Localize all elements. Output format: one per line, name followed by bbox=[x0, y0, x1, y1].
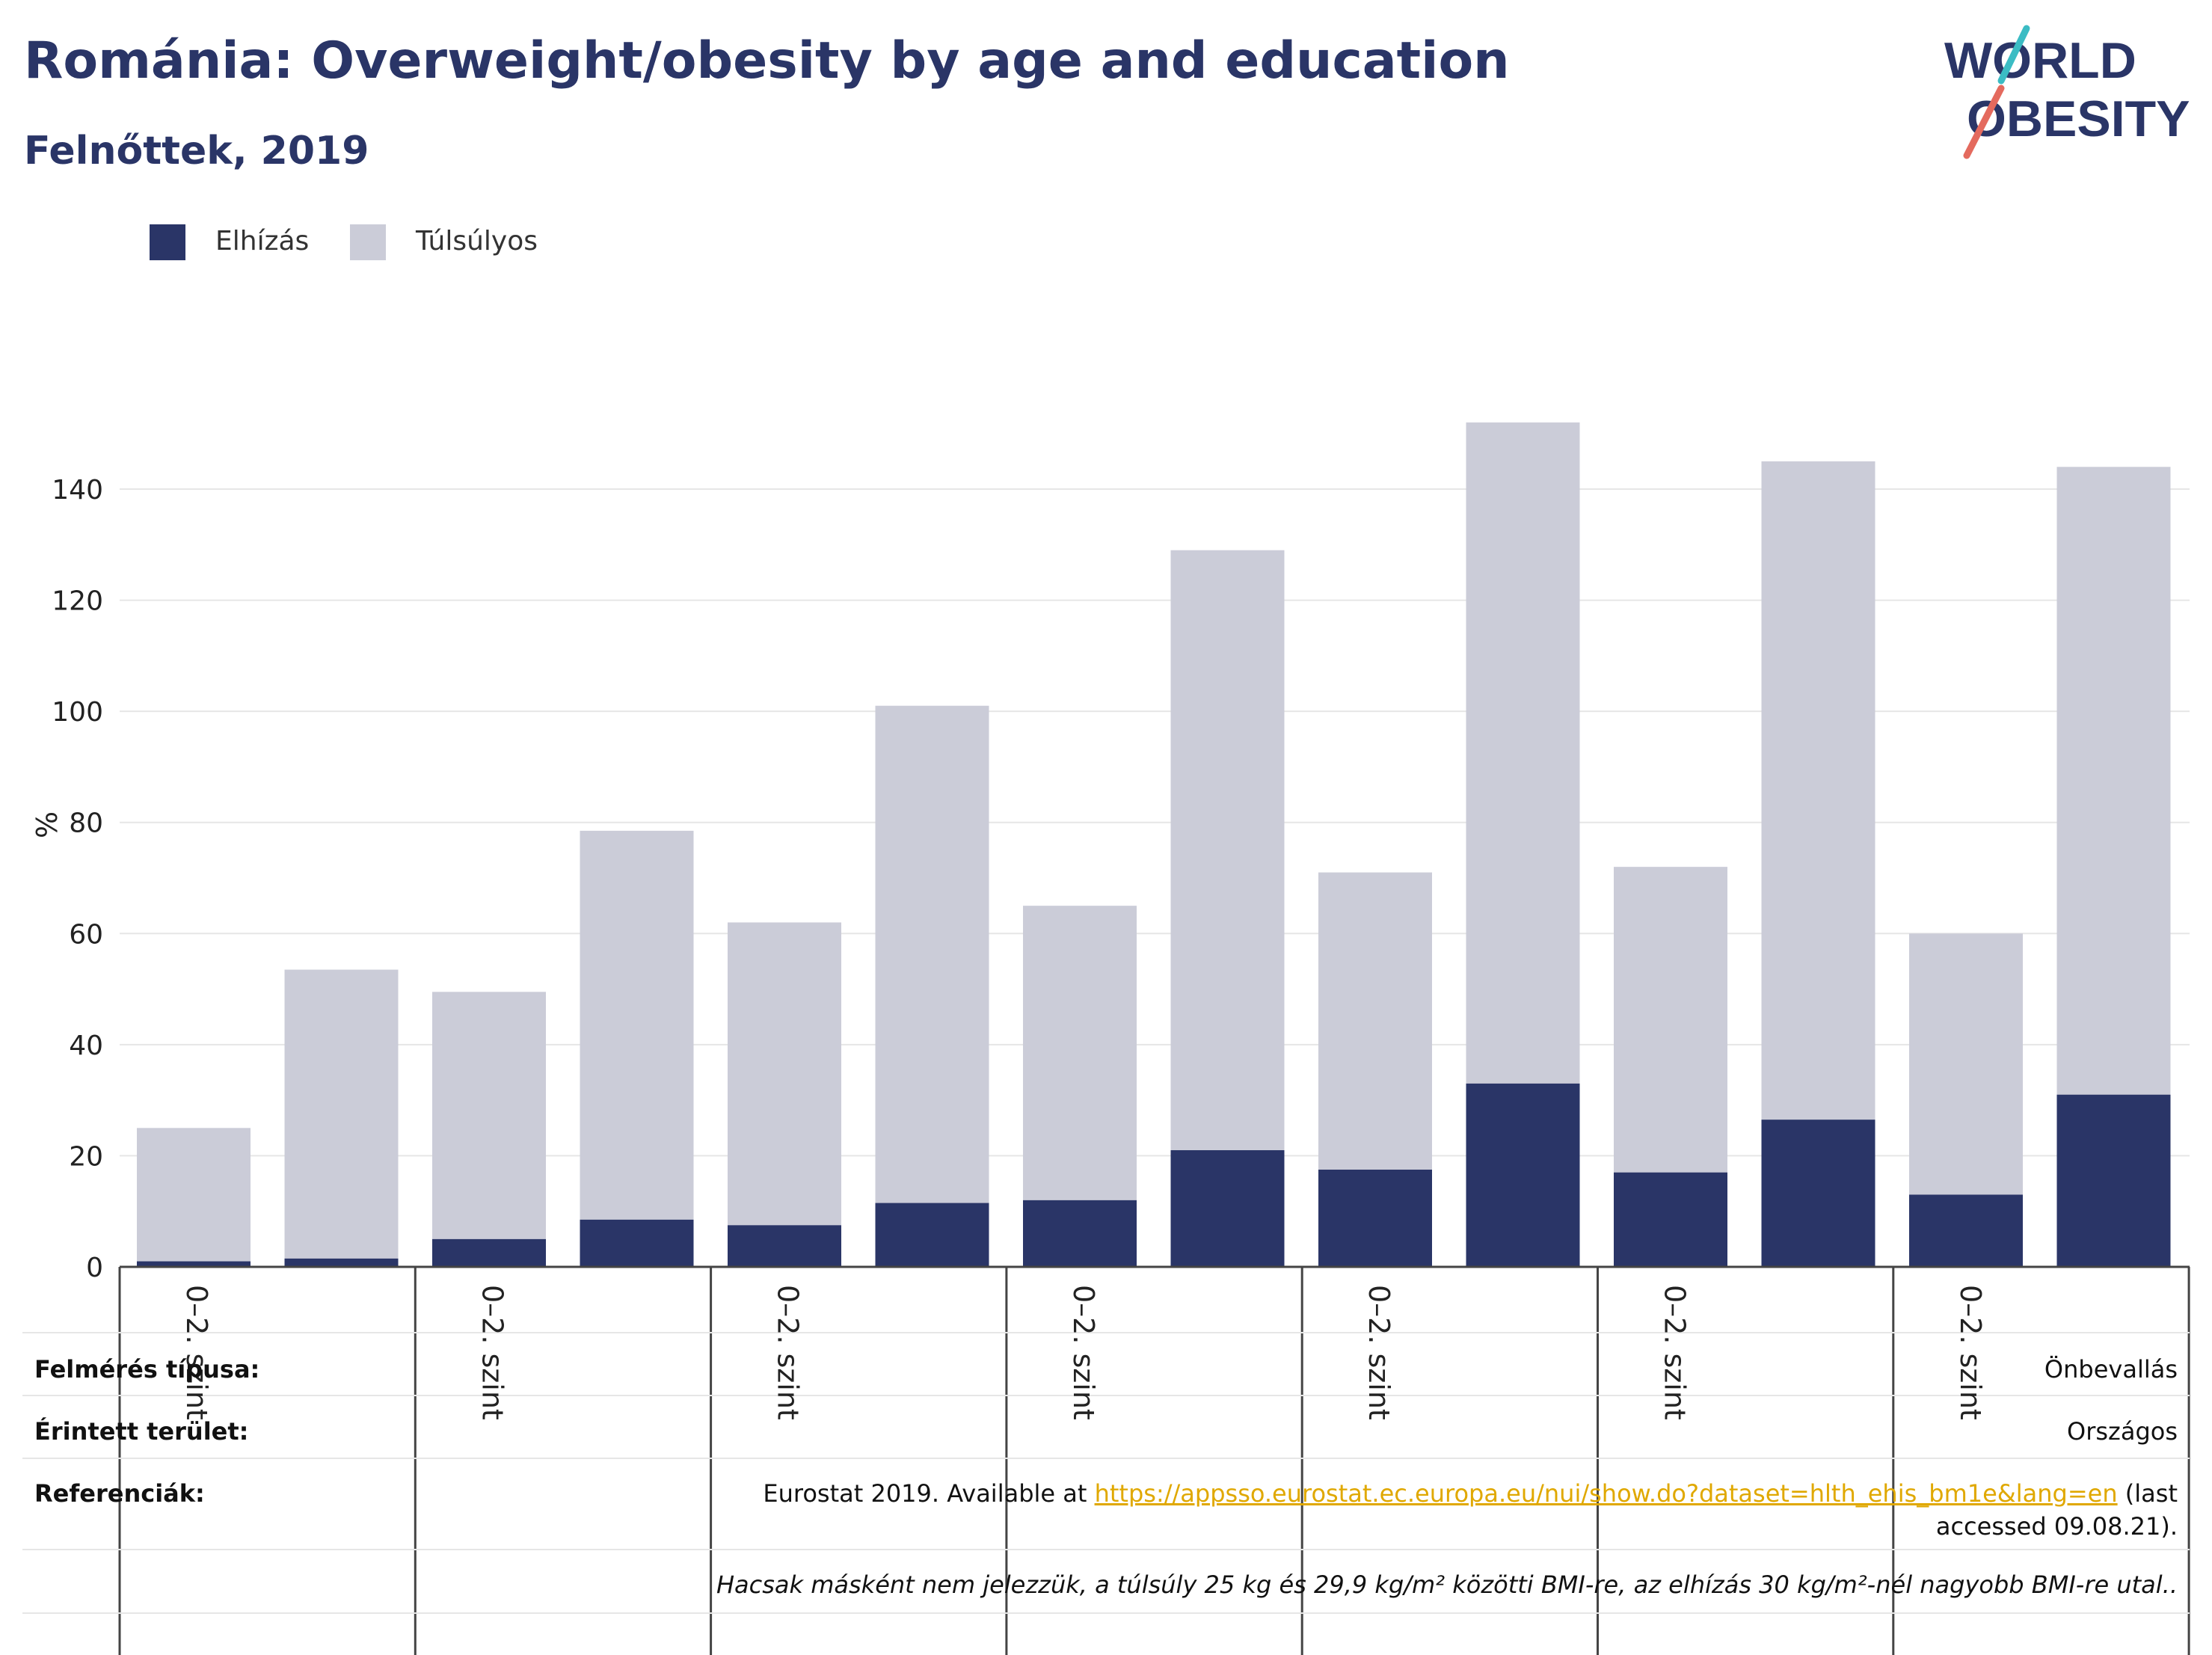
bar-obese bbox=[1909, 1194, 2023, 1267]
group-label: 0–2. szint bbox=[1659, 1285, 1692, 1420]
bar-overweight bbox=[728, 922, 841, 1226]
survey-type-label: Felmérés típusa: bbox=[34, 1355, 260, 1384]
y-tick-label: 0 bbox=[86, 1253, 103, 1283]
bar-overweight bbox=[875, 705, 989, 1203]
references-suffix: (last accessed 09.08.21). bbox=[1935, 1479, 2178, 1541]
bar-obese bbox=[2056, 1094, 2171, 1267]
chart-title: Románia: Overweight/obesity by age and e… bbox=[24, 31, 1510, 90]
group-label: 0–2. szint bbox=[180, 1285, 213, 1420]
logo-word-world: WORLD bbox=[1944, 32, 2136, 89]
group-label: 0–2. szint bbox=[1362, 1285, 1395, 1420]
survey-type-value: Önbevallás bbox=[2044, 1355, 2178, 1384]
bar-obese bbox=[284, 1258, 399, 1267]
bar-obese bbox=[728, 1225, 841, 1267]
bar-overweight bbox=[432, 992, 546, 1239]
bar-obese bbox=[1318, 1170, 1432, 1267]
chart-subtitle: Felnőttek, 2019 bbox=[24, 129, 369, 174]
bar-overweight bbox=[1170, 550, 1285, 1150]
legend-label-overweight: Túlsúlyos bbox=[416, 226, 538, 257]
bar-overweight bbox=[1614, 867, 1727, 1173]
bar-overweight bbox=[137, 1128, 251, 1262]
logo-word-obesity: OBESITY bbox=[1967, 90, 2190, 147]
y-tick-label: 140 bbox=[52, 475, 103, 506]
bar-obese bbox=[1023, 1200, 1137, 1267]
y-tick-label: 120 bbox=[52, 586, 103, 617]
bar-obese bbox=[137, 1261, 251, 1267]
group-label: 0–2. szint bbox=[476, 1285, 509, 1420]
logo-coral-stroke bbox=[1963, 85, 2005, 159]
y-tick-label: 40 bbox=[69, 1031, 103, 1061]
group-label: 0–2. szint bbox=[772, 1285, 805, 1420]
definition-note: Hacsak másként nem jelezzük, a túlsúly 2… bbox=[716, 1570, 2178, 1599]
group-label: 0–2. szint bbox=[1954, 1285, 1987, 1420]
bar-overweight bbox=[580, 830, 694, 1220]
references-link[interactable]: https://appsso.eurostat.ec.europa.eu/nui… bbox=[1094, 1479, 2118, 1508]
bar-obese bbox=[432, 1238, 546, 1267]
y-tick-label: 80 bbox=[69, 808, 103, 839]
references-label: Referenciák: bbox=[34, 1479, 205, 1508]
bar-overweight bbox=[1466, 422, 1580, 1084]
legend-swatch-obese bbox=[150, 224, 185, 260]
bar-overweight bbox=[284, 969, 399, 1259]
legend-swatch-overweight bbox=[350, 224, 386, 260]
bar-obese bbox=[1614, 1172, 1727, 1267]
y-axis-label: % bbox=[31, 811, 64, 838]
area-value: Országos bbox=[2067, 1417, 2178, 1446]
bar-obese bbox=[1170, 1150, 1285, 1267]
y-tick-label: 60 bbox=[69, 919, 103, 950]
bar-obese bbox=[875, 1203, 989, 1267]
world-obesity-logo: WORLD OBESITY bbox=[1944, 25, 2190, 159]
references-value: Eurostat 2019. Available at https://apps… bbox=[757, 1477, 2178, 1543]
bar-overweight bbox=[1909, 933, 2023, 1195]
bar-overweight bbox=[1318, 872, 1432, 1170]
bar-obese bbox=[1466, 1083, 1580, 1267]
y-tick-label: 100 bbox=[52, 697, 103, 728]
bar-overweight bbox=[1761, 461, 1875, 1120]
logo-teal-stroke bbox=[1997, 25, 2030, 85]
bar-obese bbox=[1761, 1120, 1875, 1267]
area-label: Érintett terület: bbox=[34, 1417, 249, 1446]
bar-overweight bbox=[2056, 467, 2171, 1095]
legend-label-obese: Elhízás bbox=[215, 226, 310, 257]
group-label: 0–2. szint bbox=[1067, 1285, 1100, 1420]
y-tick-label: 20 bbox=[69, 1141, 103, 1172]
bar-obese bbox=[580, 1219, 694, 1267]
references-prefix: Eurostat 2019. Available at bbox=[763, 1479, 1095, 1508]
bar-overweight bbox=[1023, 906, 1137, 1200]
